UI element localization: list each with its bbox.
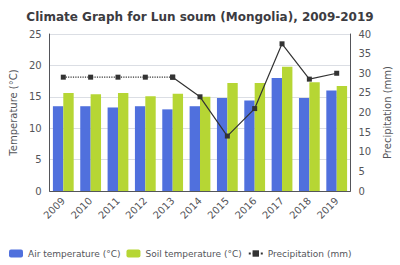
svg-text:2011: 2011 xyxy=(96,195,122,221)
svg-text:40: 40 xyxy=(358,29,371,40)
svg-text:Air temperature (°C): Air temperature (°C) xyxy=(28,249,120,259)
svg-text:35: 35 xyxy=(358,48,371,59)
svg-text:2019: 2019 xyxy=(315,195,341,221)
svg-text:2013: 2013 xyxy=(151,195,177,221)
svg-text:10: 10 xyxy=(29,123,42,134)
svg-text:25: 25 xyxy=(358,87,371,98)
svg-text:30: 30 xyxy=(358,68,371,79)
svg-text:20: 20 xyxy=(29,60,42,71)
svg-text:2016: 2016 xyxy=(233,195,259,221)
svg-text:5: 5 xyxy=(35,154,41,165)
svg-text:2009: 2009 xyxy=(41,195,67,221)
svg-text:0: 0 xyxy=(358,186,364,197)
svg-text:2010: 2010 xyxy=(69,195,95,221)
svg-text:5: 5 xyxy=(358,166,364,177)
svg-text:Precipitation (mm): Precipitation (mm) xyxy=(268,249,352,259)
svg-text:10: 10 xyxy=(358,146,371,157)
svg-text:Precipitation (mm): Precipitation (mm) xyxy=(382,66,393,159)
svg-text:15: 15 xyxy=(29,91,42,102)
svg-text:2012: 2012 xyxy=(123,195,149,221)
svg-text:Soil temperature (°C): Soil temperature (°C) xyxy=(145,249,241,259)
svg-text:20: 20 xyxy=(358,107,371,118)
svg-text:2014: 2014 xyxy=(178,195,204,221)
svg-text:Temperature (°C): Temperature (°C) xyxy=(8,69,19,156)
svg-text:2015: 2015 xyxy=(205,195,231,221)
svg-text:25: 25 xyxy=(29,29,42,40)
svg-text:Climate Graph for Lun soum (Mo: Climate Graph for Lun soum (Mongolia), 2… xyxy=(26,10,373,24)
svg-text:15: 15 xyxy=(358,127,371,138)
svg-text:2017: 2017 xyxy=(260,195,286,221)
svg-text:2018: 2018 xyxy=(287,195,313,221)
svg-text:0: 0 xyxy=(35,186,41,197)
